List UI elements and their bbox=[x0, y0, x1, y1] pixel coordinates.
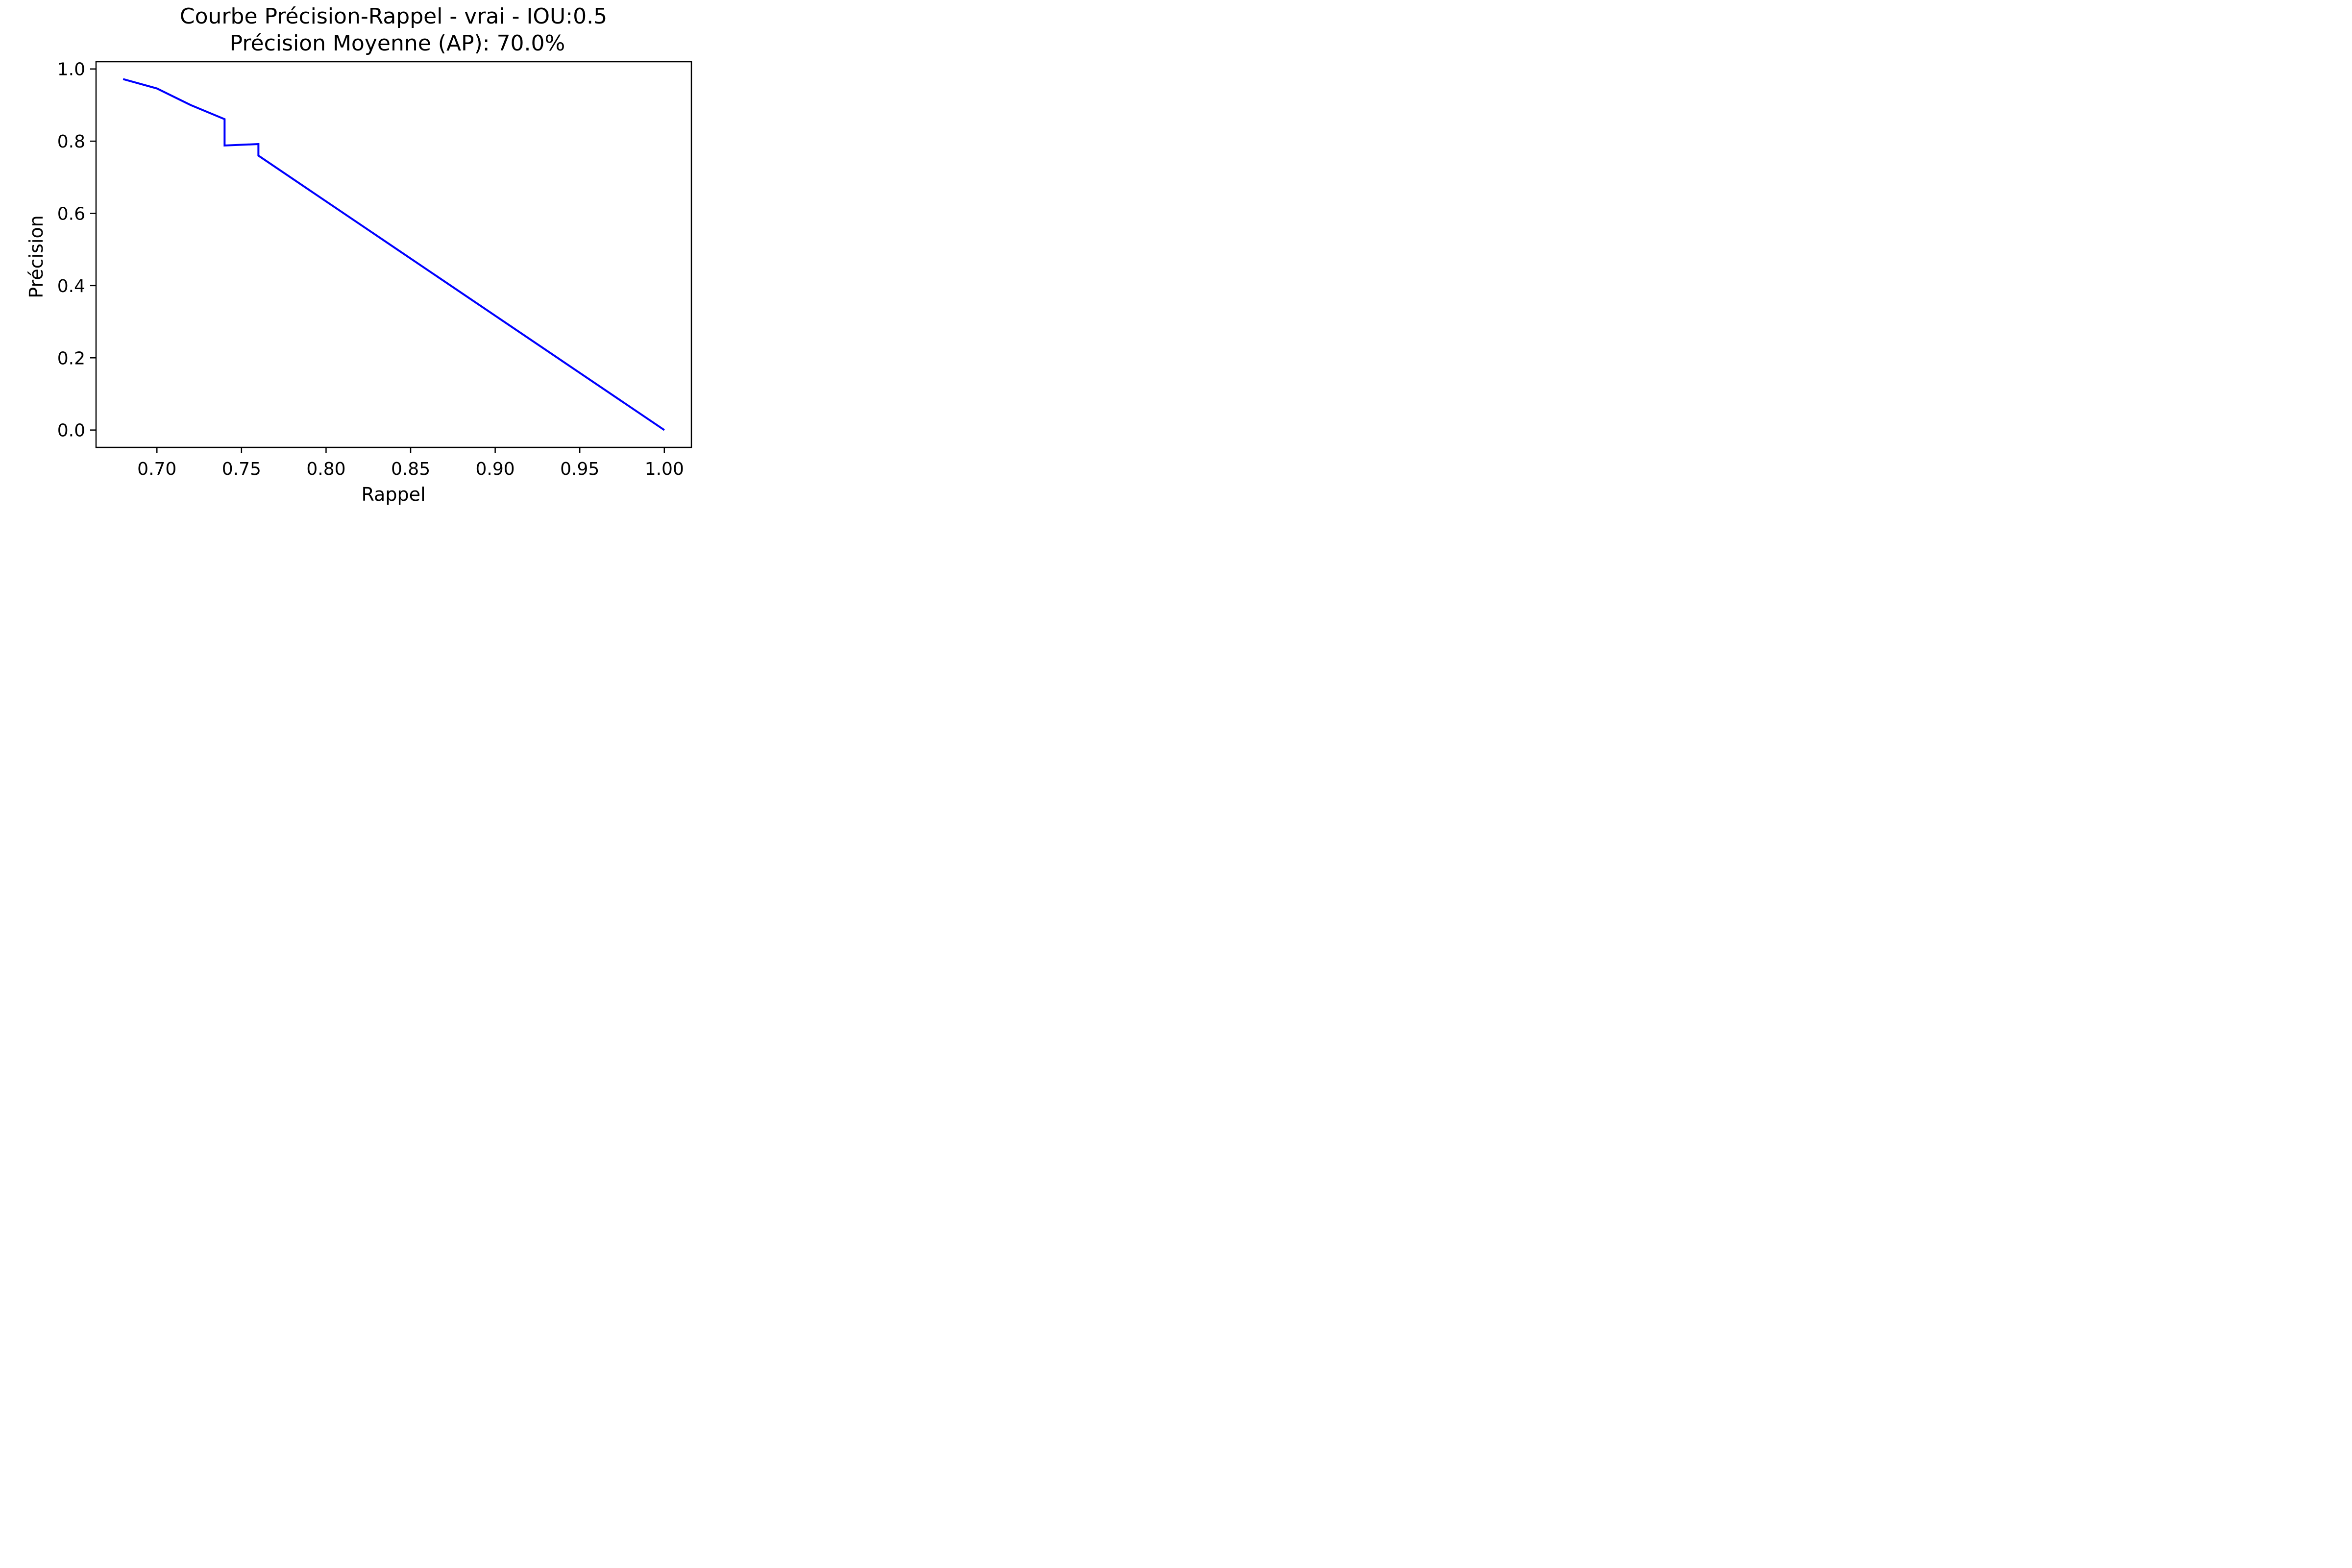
x-tick-label: 0.70 bbox=[137, 459, 176, 479]
plot-area bbox=[122, 78, 665, 431]
x-tick-label: 0.85 bbox=[391, 459, 430, 479]
series-line-0 bbox=[122, 78, 665, 431]
x-tick-label: 0.75 bbox=[222, 459, 261, 479]
plot-frame bbox=[95, 61, 692, 448]
y-axis: 0.0 0.2 0.4 0.6 0.8 1.0 bbox=[57, 60, 96, 441]
x-tick-label: 0.95 bbox=[560, 459, 599, 479]
x-axis: 0.70 0.75 0.80 0.85 0.90 0.95 1.00 bbox=[137, 447, 684, 479]
y-tick-label: 0.2 bbox=[57, 348, 85, 368]
x-tick-label: 1.00 bbox=[645, 459, 684, 479]
chart-container: Courbe Précision-Rappel - vrai - IOU:0.5… bbox=[0, 0, 760, 510]
y-tick-label: 1.0 bbox=[57, 60, 85, 80]
x-axis-label: Rappel bbox=[361, 484, 425, 505]
y-tick-label: 0.8 bbox=[57, 132, 85, 152]
x-tick-label: 0.80 bbox=[306, 459, 345, 479]
chart-subtitle: Précision Moyenne (AP): 70.0% bbox=[230, 31, 565, 56]
y-axis-label: Précision bbox=[25, 215, 47, 298]
y-tick-label: 0.4 bbox=[57, 276, 85, 296]
y-tick-label: 0.6 bbox=[57, 204, 85, 224]
y-tick-label: 0.0 bbox=[57, 421, 85, 441]
x-tick-label: 0.90 bbox=[476, 459, 515, 479]
pr-curve-chart: Courbe Précision-Rappel - vrai - IOU:0.5… bbox=[25, 4, 692, 505]
chart-title: Courbe Précision-Rappel - vrai - IOU:0.5 bbox=[180, 4, 607, 29]
